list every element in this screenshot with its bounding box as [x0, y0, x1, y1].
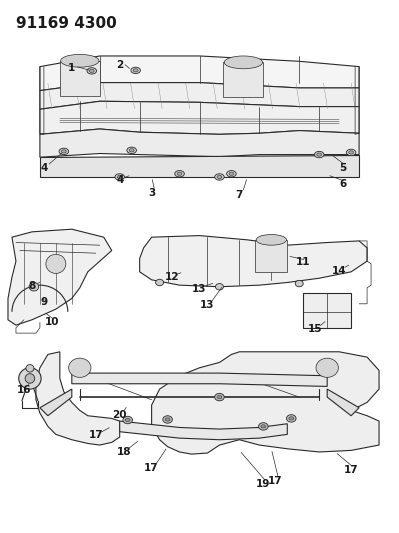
Text: 20: 20: [113, 410, 127, 419]
Text: 12: 12: [164, 272, 179, 282]
Ellipse shape: [256, 235, 286, 245]
Polygon shape: [8, 229, 112, 325]
Ellipse shape: [61, 54, 99, 67]
Ellipse shape: [227, 171, 236, 177]
Ellipse shape: [346, 149, 356, 156]
Ellipse shape: [314, 151, 324, 158]
Ellipse shape: [19, 368, 41, 389]
Text: 13: 13: [200, 300, 215, 310]
Text: 17: 17: [144, 463, 159, 473]
Bar: [223, 62, 263, 97]
Ellipse shape: [224, 56, 263, 69]
Ellipse shape: [261, 425, 266, 428]
Ellipse shape: [123, 416, 132, 424]
Polygon shape: [140, 236, 367, 287]
Text: 1: 1: [68, 63, 75, 73]
Text: 4: 4: [116, 175, 123, 185]
Ellipse shape: [289, 417, 294, 420]
Polygon shape: [36, 352, 120, 445]
Ellipse shape: [217, 175, 222, 179]
Ellipse shape: [59, 148, 69, 155]
Polygon shape: [120, 421, 287, 440]
Ellipse shape: [25, 374, 35, 383]
Polygon shape: [40, 155, 359, 177]
Text: 17: 17: [89, 431, 103, 440]
Text: 13: 13: [192, 284, 207, 294]
Text: 9: 9: [40, 297, 47, 307]
Ellipse shape: [215, 393, 224, 401]
Ellipse shape: [117, 175, 122, 179]
Ellipse shape: [165, 418, 170, 421]
Polygon shape: [40, 83, 359, 109]
Bar: [60, 61, 100, 96]
Text: 6: 6: [340, 179, 347, 189]
Ellipse shape: [61, 150, 66, 153]
Ellipse shape: [46, 254, 66, 273]
Text: 16: 16: [17, 385, 31, 395]
Ellipse shape: [177, 172, 182, 175]
Ellipse shape: [295, 280, 303, 287]
Ellipse shape: [127, 147, 136, 154]
Ellipse shape: [217, 395, 222, 399]
Text: 14: 14: [332, 266, 346, 276]
Text: 8: 8: [28, 281, 36, 291]
Text: 3: 3: [148, 188, 155, 198]
Polygon shape: [40, 129, 359, 157]
Polygon shape: [40, 389, 72, 416]
Ellipse shape: [163, 416, 172, 423]
Text: 2: 2: [116, 60, 123, 70]
Ellipse shape: [317, 153, 322, 156]
Bar: [303, 293, 351, 328]
Ellipse shape: [69, 358, 91, 377]
Ellipse shape: [156, 279, 164, 286]
Ellipse shape: [215, 174, 224, 180]
Bar: [255, 240, 287, 272]
Ellipse shape: [215, 284, 223, 290]
Polygon shape: [327, 389, 359, 416]
Ellipse shape: [349, 151, 354, 154]
Text: 11: 11: [296, 257, 310, 267]
Text: 91169 4300: 91169 4300: [16, 16, 117, 31]
Text: 18: 18: [117, 447, 131, 457]
Text: 4: 4: [40, 163, 47, 173]
Text: 19: 19: [256, 479, 271, 489]
Ellipse shape: [133, 69, 138, 72]
Text: 17: 17: [344, 465, 358, 475]
Text: 5: 5: [340, 163, 347, 173]
Ellipse shape: [316, 358, 338, 377]
Text: 10: 10: [45, 318, 59, 327]
Ellipse shape: [89, 69, 94, 72]
Ellipse shape: [125, 418, 130, 422]
Ellipse shape: [29, 282, 39, 291]
Ellipse shape: [129, 149, 134, 152]
Ellipse shape: [26, 365, 34, 372]
Ellipse shape: [175, 171, 184, 177]
Ellipse shape: [229, 172, 234, 175]
Text: 17: 17: [268, 476, 282, 486]
Polygon shape: [72, 373, 327, 386]
Ellipse shape: [131, 67, 140, 74]
Ellipse shape: [87, 68, 97, 74]
Ellipse shape: [115, 174, 124, 180]
Text: 7: 7: [236, 190, 243, 199]
Text: 15: 15: [308, 325, 322, 334]
Polygon shape: [40, 56, 359, 91]
Ellipse shape: [259, 423, 268, 430]
Ellipse shape: [286, 415, 296, 422]
Polygon shape: [152, 352, 379, 454]
Polygon shape: [40, 101, 359, 134]
